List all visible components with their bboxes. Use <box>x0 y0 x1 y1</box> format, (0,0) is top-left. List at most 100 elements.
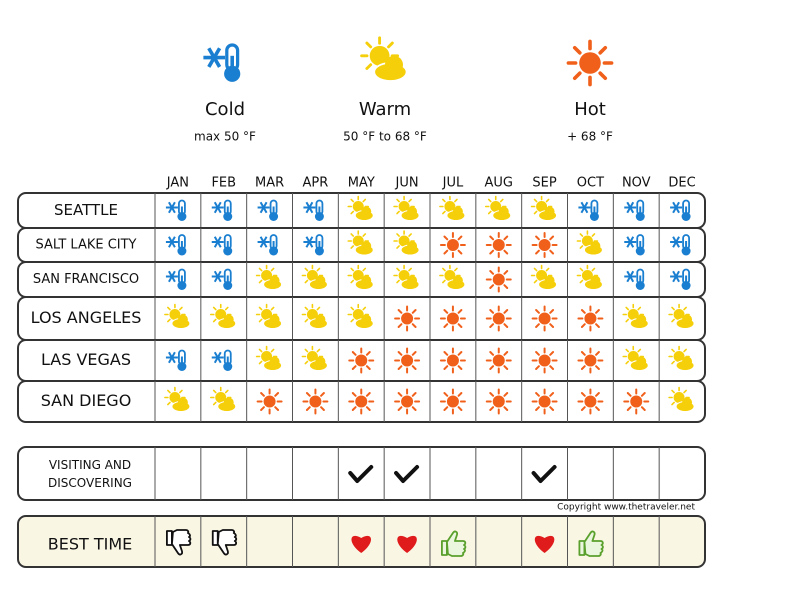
ray <box>457 323 463 328</box>
ray <box>396 245 400 249</box>
ray <box>397 406 403 411</box>
flake <box>626 270 635 283</box>
sun <box>538 239 551 251</box>
weather-icon <box>439 305 466 332</box>
ray <box>167 306 171 311</box>
flake <box>213 236 222 248</box>
month-label: JUL <box>442 176 464 191</box>
ray <box>503 323 509 328</box>
cloud <box>682 397 693 408</box>
ray <box>443 323 449 328</box>
sun <box>673 309 685 320</box>
ray <box>411 365 417 370</box>
ray <box>270 267 275 272</box>
ray <box>595 392 600 397</box>
thermo-bulb <box>269 246 279 256</box>
sun <box>584 354 597 367</box>
thermo-bulb <box>177 281 187 290</box>
ray <box>503 309 509 314</box>
thermo-bulb <box>223 281 233 290</box>
ray <box>671 348 675 353</box>
weather-icon <box>165 199 187 221</box>
weather-icon <box>485 305 512 332</box>
ray <box>549 351 555 356</box>
weather-icon <box>530 195 558 221</box>
best-time-icon <box>166 529 192 556</box>
ray <box>625 306 630 311</box>
sun <box>446 395 459 408</box>
weather-icon <box>485 388 512 415</box>
ray <box>304 279 309 284</box>
thermo-bulb <box>224 65 241 82</box>
cloud <box>590 275 601 286</box>
cloud <box>407 206 418 217</box>
weather-icon <box>670 234 691 256</box>
ray <box>274 392 280 397</box>
ray <box>320 392 325 397</box>
sun <box>444 270 456 281</box>
sun <box>215 392 227 403</box>
weather-icon <box>302 388 329 415</box>
best-time-icon <box>211 529 238 556</box>
weather-icon <box>577 388 604 415</box>
ray <box>397 392 403 397</box>
ray <box>304 318 309 323</box>
weather-icon <box>530 264 558 290</box>
ray <box>304 348 309 353</box>
ray <box>316 348 321 353</box>
weather-icon <box>255 303 283 329</box>
ray <box>580 309 586 314</box>
weather-icon <box>485 232 512 258</box>
weather-icon <box>348 347 375 374</box>
ray <box>457 406 463 411</box>
flake <box>207 47 222 68</box>
ray <box>305 392 311 397</box>
ray <box>443 235 449 241</box>
cloud <box>452 275 463 286</box>
ray <box>362 267 367 272</box>
row-box <box>17 446 706 501</box>
legend-label: Warm <box>359 99 411 120</box>
ray <box>671 389 675 394</box>
thermo-bulb <box>635 212 645 221</box>
ray <box>411 323 417 328</box>
ray <box>580 406 586 411</box>
weather-icon <box>670 199 691 221</box>
weather-icon <box>255 264 283 290</box>
month-label: JUN <box>395 176 419 191</box>
ray <box>572 45 582 55</box>
ray <box>579 245 584 249</box>
ray <box>387 41 394 49</box>
ray <box>637 306 642 311</box>
row-label-box: VISITING AND DISCOVERING <box>48 458 132 490</box>
ray <box>535 406 540 411</box>
ray <box>503 235 509 241</box>
ray <box>350 279 355 284</box>
ray <box>350 210 355 215</box>
sun <box>355 354 368 367</box>
ray <box>533 267 538 272</box>
weather-icon <box>257 199 279 221</box>
legend-label: Cold <box>205 99 245 120</box>
ray <box>320 406 325 411</box>
ray <box>167 401 171 406</box>
sun <box>398 270 410 281</box>
weather-icon <box>301 303 328 329</box>
ray <box>397 309 403 314</box>
ray <box>489 323 495 328</box>
sun <box>352 235 364 247</box>
ray <box>591 233 596 237</box>
sun <box>627 351 639 362</box>
sun <box>446 239 459 251</box>
sun <box>215 309 227 320</box>
weather-icon <box>255 345 283 371</box>
ray <box>598 71 608 81</box>
thermo-bulb <box>177 362 187 371</box>
ray <box>489 249 495 255</box>
weather-icon <box>211 268 233 290</box>
ray <box>411 351 417 356</box>
ray <box>533 198 538 203</box>
check <box>394 465 420 483</box>
ray <box>365 351 371 356</box>
ray <box>350 245 355 249</box>
